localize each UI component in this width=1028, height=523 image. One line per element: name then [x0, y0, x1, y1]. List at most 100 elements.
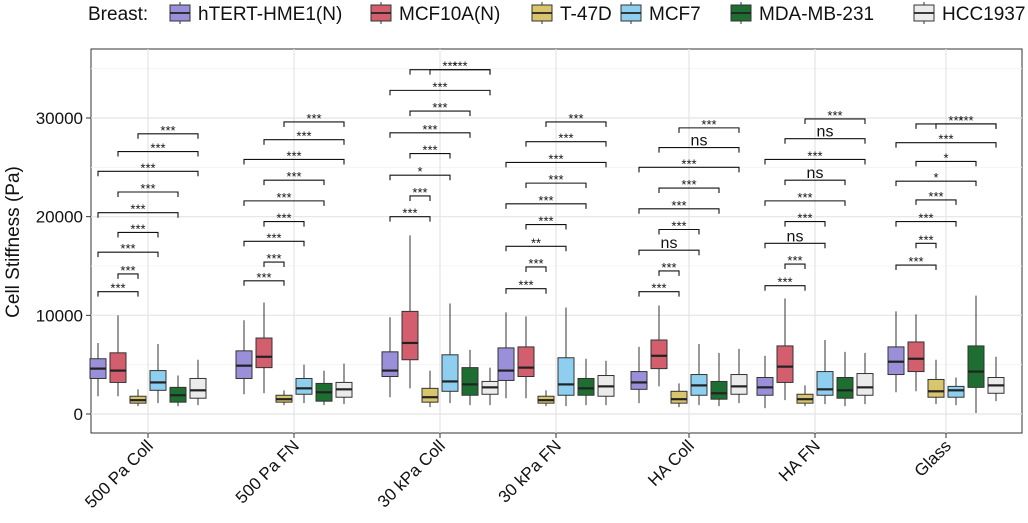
bracket-line: [117, 191, 179, 197]
significance-bracket: ***: [505, 278, 547, 294]
box-hTERT-HME1(N)-30 kPa Coll: [381, 317, 399, 398]
significance-bracket: ***: [117, 263, 139, 279]
legend-label: MDA-MB-231: [759, 4, 874, 25]
significance-bracket: ***: [97, 160, 199, 177]
box-body: [967, 345, 985, 388]
bracket-line: [389, 132, 471, 138]
bracket-line: [409, 152, 451, 159]
bracket-line: [97, 212, 179, 218]
bracket-line: [638, 249, 700, 256]
significance-label: ***: [797, 211, 812, 226]
significance-label: ***: [518, 278, 533, 293]
legend-label: MCF10A(N): [399, 4, 500, 25]
bracket-line: [525, 182, 587, 189]
significance-bracket: *: [915, 150, 977, 167]
box-MCF7-HA FN: [816, 340, 834, 405]
bracket-line: [895, 264, 937, 271]
bracket-line: [784, 221, 826, 227]
legend: Breast: hTERT-HME1(N) MCF10A(N) T-47D MCF7 M…: [88, 2, 1025, 25]
x-tick-label: Glass: [911, 436, 955, 480]
significance-bracket: ***: [638, 156, 740, 173]
significance-bracket: ***: [263, 211, 305, 227]
significance-bracket: ***: [263, 129, 345, 145]
significance-bracket: ***: [935, 113, 997, 129]
significance-label: ***: [120, 263, 135, 278]
bracket-line: [283, 121, 345, 127]
significance-label: ***: [958, 113, 973, 128]
significance-bracket: ***: [389, 122, 471, 138]
significance-label: ***: [276, 211, 291, 226]
box-MCF7-30 kPa FN: [557, 307, 575, 407]
box-MCF10A(N)-30 kPa Coll: [401, 235, 419, 389]
box-body: [836, 376, 854, 399]
bracket-line: [117, 150, 199, 157]
significance-label: ***: [306, 111, 321, 126]
boxes: [89, 235, 1005, 414]
box-body: [776, 345, 794, 383]
box-body: [730, 374, 748, 395]
bracket-line: [895, 180, 977, 187]
bracket-line: [505, 245, 567, 252]
x-tick-label: 30 kPa FN: [495, 436, 565, 506]
significance-bracket: ***: [389, 79, 491, 96]
bracket-line: [389, 89, 491, 96]
x-tick-label: HA Coll: [644, 436, 698, 490]
significance-bracket: ***: [895, 132, 997, 148]
significance-label: ***: [538, 214, 553, 229]
y-axis-title: Cell Stiffness (Pa): [3, 166, 24, 318]
bracket-line: [243, 200, 325, 206]
significance-label: ***: [568, 111, 583, 126]
significance-bracket: ns: [784, 165, 846, 186]
box-T-47D-500 Pa Coll: [129, 389, 147, 407]
significance-bracket: ***: [243, 148, 345, 165]
significance-bracket: ***: [658, 218, 700, 235]
box-MCF7-Glass: [947, 377, 965, 406]
significance-bracket: *: [895, 170, 977, 187]
significance-bracket: ***: [638, 281, 680, 297]
significance-bracket: ***: [97, 241, 159, 258]
significance-bracket: ***: [915, 189, 957, 205]
bracket-line: [784, 179, 846, 186]
significance-label: ***: [777, 275, 792, 290]
box-MCF7-30 kPa Coll: [441, 303, 459, 404]
significance-bracket: ***: [263, 251, 285, 268]
significance-bracket: ns: [658, 133, 740, 153]
box-body: [255, 337, 273, 369]
significance-label: ***: [120, 241, 135, 256]
bracket-line: [764, 285, 806, 291]
box-hTERT-HME1(N)-30 kPa FN: [497, 312, 515, 399]
box-MCF10A(N)-HA Coll: [650, 305, 668, 387]
significance-bracket: ***: [784, 253, 806, 270]
legend-item: MCF7: [620, 2, 701, 25]
significance-label: ***: [548, 151, 563, 166]
x-tick-label: HA FN: [775, 436, 824, 485]
significance-label: ***: [110, 281, 125, 296]
significance-label: ***: [452, 59, 467, 74]
significance-label: ns: [787, 228, 804, 245]
bracket-line: [915, 242, 937, 249]
significance-bracket: ***: [117, 141, 199, 157]
bracket-line: [505, 161, 607, 168]
bracket-line: [263, 221, 305, 227]
significance-label: ns: [807, 165, 824, 182]
box-HCC1937-500 Pa FN: [335, 363, 353, 405]
significance-bracket: ***: [895, 254, 937, 271]
significance-label: ***: [548, 172, 563, 187]
significance-bracket: ***: [409, 143, 451, 159]
box-body: [947, 385, 965, 398]
significance-bracket: ***: [505, 151, 607, 168]
bracket-line: [804, 118, 866, 124]
significance-bracket: ***: [409, 185, 431, 201]
bracket-line: [915, 199, 957, 205]
y-axis: 0 10000 20000 30000: [36, 109, 91, 424]
bracket-line: [505, 203, 587, 209]
significance-bracket: ***: [764, 148, 866, 165]
significance-label: ***: [918, 211, 933, 226]
legend-title: Breast:: [88, 4, 148, 25]
box-body: [461, 367, 479, 396]
significance-label: ***: [402, 206, 417, 221]
bracket-line: [97, 291, 139, 297]
legend-item: HCC1937: [913, 2, 1025, 25]
significance-label: ***: [661, 260, 676, 275]
significance-label: ***: [701, 117, 716, 132]
